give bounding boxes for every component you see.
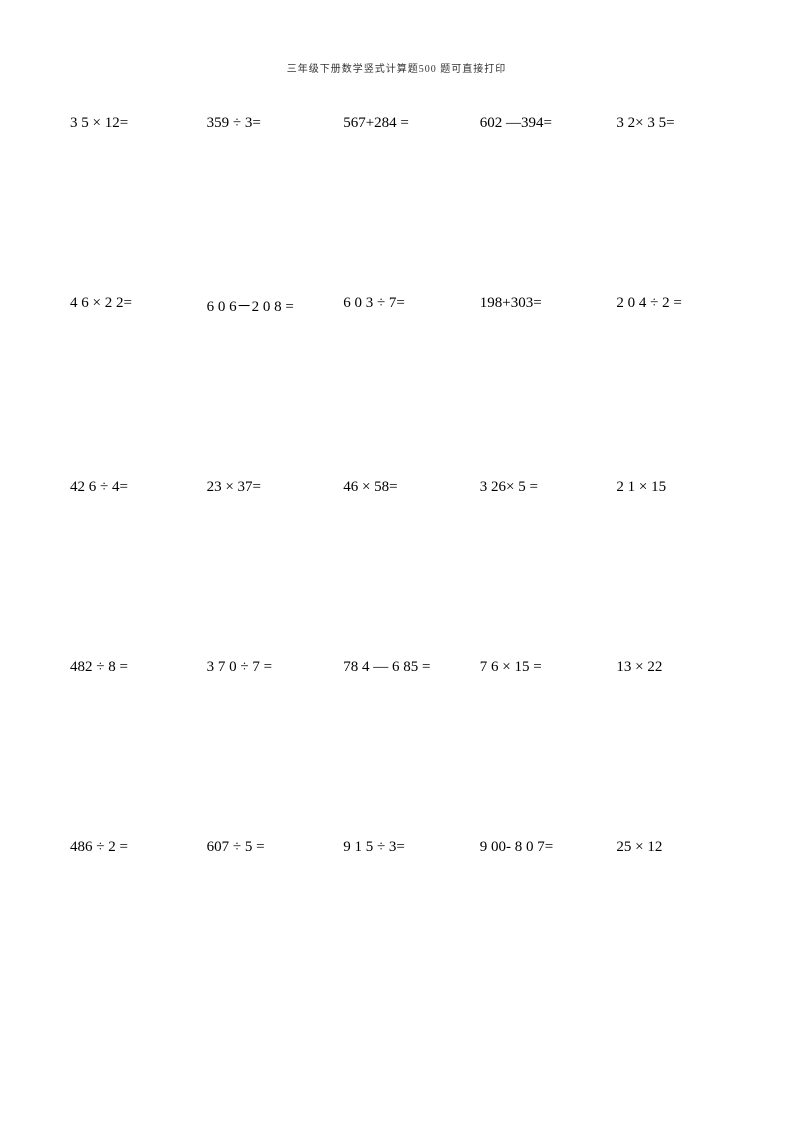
problem-cell: 3 2× 3 5= <box>616 115 753 132</box>
problem-cell: 607 ÷ 5 = <box>207 839 344 856</box>
problems-grid: 3 5 × 12= 359 ÷ 3= 567+284 = 602 —394= 3… <box>70 115 753 856</box>
problem-cell: 25 × 12 <box>616 839 753 856</box>
problem-cell: 482 ÷ 8 = <box>70 659 207 676</box>
problem-cell: 2 1 × 15 <box>616 479 753 496</box>
problem-cell: 46 × 58= <box>343 479 480 496</box>
problem-cell: 4 6 × 2 2= <box>70 295 207 316</box>
problem-cell: 6 0 6－2 0 8 = <box>207 295 344 316</box>
problem-cell: 23 × 37= <box>207 479 344 496</box>
problem-cell: 3 7 0 ÷ 7 = <box>207 659 344 676</box>
problem-cell: 2 0 4 ÷ 2 = <box>616 295 753 316</box>
problem-cell: 359 ÷ 3= <box>207 115 344 132</box>
problem-cell: 486 ÷ 2 = <box>70 839 207 856</box>
problem-cell: 7 6 × 15 = <box>480 659 617 676</box>
problem-cell: 3 5 × 12= <box>70 115 207 132</box>
problem-cell: 42 6 ÷ 4= <box>70 479 207 496</box>
problem-cell: 13 × 22 <box>616 659 753 676</box>
problem-cell: 9 1 5 ÷ 3= <box>343 839 480 856</box>
problem-cell: 3 26× 5 = <box>480 479 617 496</box>
problem-cell: 9 00- 8 0 7= <box>480 839 617 856</box>
problem-cell: 6 0 3 ÷ 7= <box>343 295 480 316</box>
problem-cell: 602 —394= <box>480 115 617 132</box>
page-title: 三年级下册数学竖式计算题500 题可直接打印 <box>0 60 793 75</box>
problem-cell: 198+303= <box>480 295 617 316</box>
problem-cell: 78 4 — 6 85 = <box>343 659 480 676</box>
problem-cell: 567+284 = <box>343 115 480 132</box>
